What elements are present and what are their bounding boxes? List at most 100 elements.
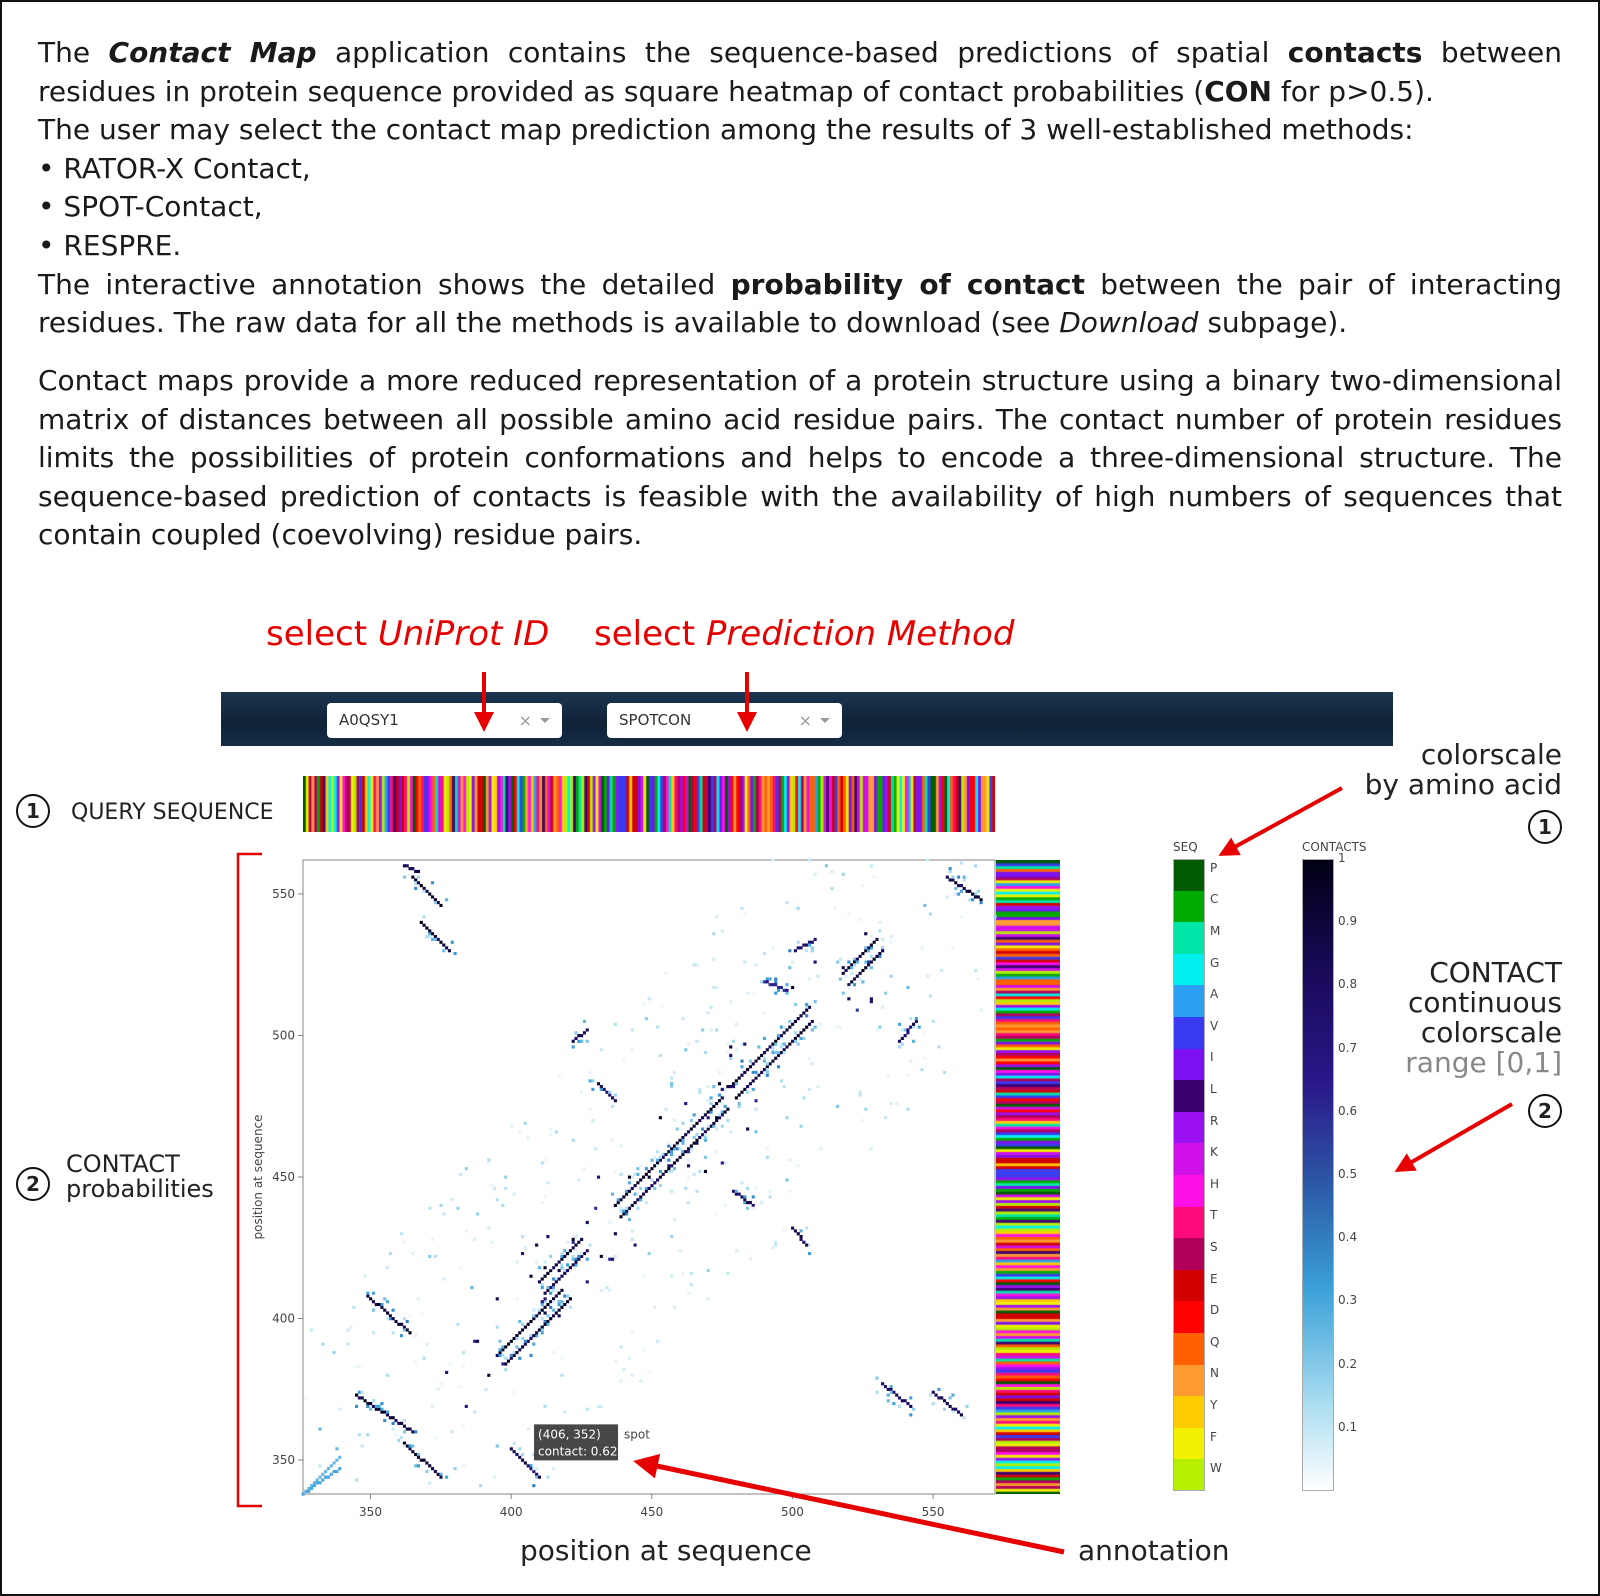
heatmap-cell xyxy=(782,1051,786,1055)
heatmap-cell xyxy=(405,1444,409,1448)
heatmap-cell xyxy=(695,1138,699,1142)
clear-icon[interactable]: × xyxy=(798,711,812,730)
clear-icon[interactable]: × xyxy=(518,711,532,730)
heatmap-cell xyxy=(920,946,924,950)
heatmap-cell xyxy=(540,1308,544,1312)
heatmap-cell xyxy=(543,1305,547,1309)
heatmap-cell xyxy=(613,1203,617,1208)
heatmap-cell xyxy=(909,1396,913,1400)
seq-letter-label: F xyxy=(1210,1429,1217,1444)
heatmap-cell xyxy=(850,980,854,984)
contact-map-plot[interactable]: 350 400 450 500 550 550 500 450 400 350 position a… xyxy=(240,850,1000,1530)
heatmap-cell xyxy=(405,864,409,868)
heatmap-cell xyxy=(900,1399,904,1403)
heatmap-cell xyxy=(698,1090,702,1094)
heatmap-cell xyxy=(616,1201,620,1205)
heatmap-cell xyxy=(532,1308,536,1312)
heatmap-cell xyxy=(357,1390,361,1394)
heatmap-cell xyxy=(625,1206,629,1210)
heatmap-cell xyxy=(729,1056,733,1060)
heatmap-cell xyxy=(709,1005,713,1009)
heatmap-cell xyxy=(957,884,961,888)
heatmap-cell xyxy=(852,963,857,967)
seq-color-swatch xyxy=(1173,1206,1205,1239)
heatmap-cell xyxy=(729,1053,733,1058)
heatmap-cell xyxy=(785,991,789,995)
heatmap-cell xyxy=(461,1424,466,1428)
heatmap-cell xyxy=(672,1118,677,1123)
heatmap-cell xyxy=(459,1172,463,1176)
heatmap-cell xyxy=(836,960,840,964)
heatmap-cells xyxy=(301,858,997,1496)
heatmap-cell xyxy=(757,1045,761,1049)
heatmap-cell xyxy=(537,1266,541,1270)
heatmap-cell xyxy=(459,1385,463,1389)
heatmap-cell xyxy=(594,1206,598,1210)
heatmap-cell xyxy=(582,1167,587,1171)
heatmap-cell xyxy=(675,1147,679,1151)
heatmap-cell xyxy=(940,1396,944,1400)
colorbar-tick-label: 0.3 xyxy=(1338,1293,1358,1308)
heatmap-cell xyxy=(712,1104,716,1108)
heatmap-cell xyxy=(543,1260,547,1264)
heatmap-cell xyxy=(512,1390,516,1394)
heatmap-cell xyxy=(709,1107,713,1111)
heatmap-cell xyxy=(731,1082,736,1086)
heatmap-cell xyxy=(954,886,958,891)
heatmap-cell xyxy=(903,1399,907,1403)
heatmap-cell xyxy=(560,1252,564,1256)
seq-letter-label: L xyxy=(1210,1082,1217,1096)
heatmap-cell xyxy=(436,1472,440,1476)
caret-down-icon[interactable] xyxy=(820,718,830,723)
method-select[interactable]: SPOTCON × xyxy=(607,703,842,738)
heatmap-cell xyxy=(394,1418,398,1423)
heatmap-cell xyxy=(931,1019,935,1024)
annotation-caption: annotation xyxy=(1078,1534,1230,1567)
heatmap-cell xyxy=(774,1051,778,1055)
heatmap-cell xyxy=(799,1237,803,1241)
heatmap-cell xyxy=(422,1356,426,1360)
tooltip-box xyxy=(534,1424,619,1461)
heatmap-cell xyxy=(554,1130,558,1134)
contacts-colorbar-title: CONTACTS xyxy=(1302,840,1367,854)
contact-colorscale-label: CONTACT continuous colorscale range [0,1… xyxy=(1405,956,1562,1079)
heatmap-cell xyxy=(675,1127,679,1131)
heatmap-cell xyxy=(357,1433,361,1437)
heatmap-cell xyxy=(535,1475,539,1479)
heatmap-cell xyxy=(636,1167,640,1171)
heatmap-cell xyxy=(723,1203,727,1208)
seq-letter-label: C xyxy=(1210,892,1219,907)
heatmap-cell xyxy=(571,1039,575,1043)
heatmap-cell xyxy=(695,1133,699,1137)
heatmap-cell xyxy=(374,1404,378,1408)
heatmap-cell xyxy=(791,985,795,990)
heatmap-cell xyxy=(807,943,812,947)
heatmap-cell xyxy=(701,1127,705,1131)
heatmap-cell xyxy=(779,1051,783,1055)
heatmap-cell xyxy=(740,1042,744,1046)
caret-down-icon[interactable] xyxy=(540,718,550,723)
heatmap-cell xyxy=(627,1218,632,1222)
heatmap-cell xyxy=(546,1181,550,1185)
heatmap-cell xyxy=(611,1257,615,1261)
heatmap-cell xyxy=(526,1339,530,1343)
heatmap-cell xyxy=(473,1339,477,1343)
heatmap-cell xyxy=(689,1127,693,1131)
heatmap-cell xyxy=(776,1053,781,1058)
heatmap-cell xyxy=(793,1019,797,1024)
heatmap-cell xyxy=(869,1147,873,1151)
heatmap-cell xyxy=(934,1393,938,1397)
heatmap-cell xyxy=(439,1382,443,1386)
heatmap-cell xyxy=(813,1000,817,1004)
heatmap-cell xyxy=(439,1203,443,1208)
heatmap-cell xyxy=(850,963,854,967)
heatmap-cell xyxy=(360,1390,364,1394)
uniprot-select[interactable]: A0QSY1 × xyxy=(327,703,562,738)
heatmap-cell xyxy=(647,1175,651,1179)
heatmap-cell xyxy=(377,1404,381,1408)
heatmap-cell xyxy=(543,1266,547,1270)
intro-text: The Contact Map application contains the… xyxy=(38,34,1562,343)
heatmap-cell xyxy=(580,1039,584,1043)
heatmap-cell xyxy=(619,1345,623,1349)
seq-letter-label: P xyxy=(1210,860,1218,875)
